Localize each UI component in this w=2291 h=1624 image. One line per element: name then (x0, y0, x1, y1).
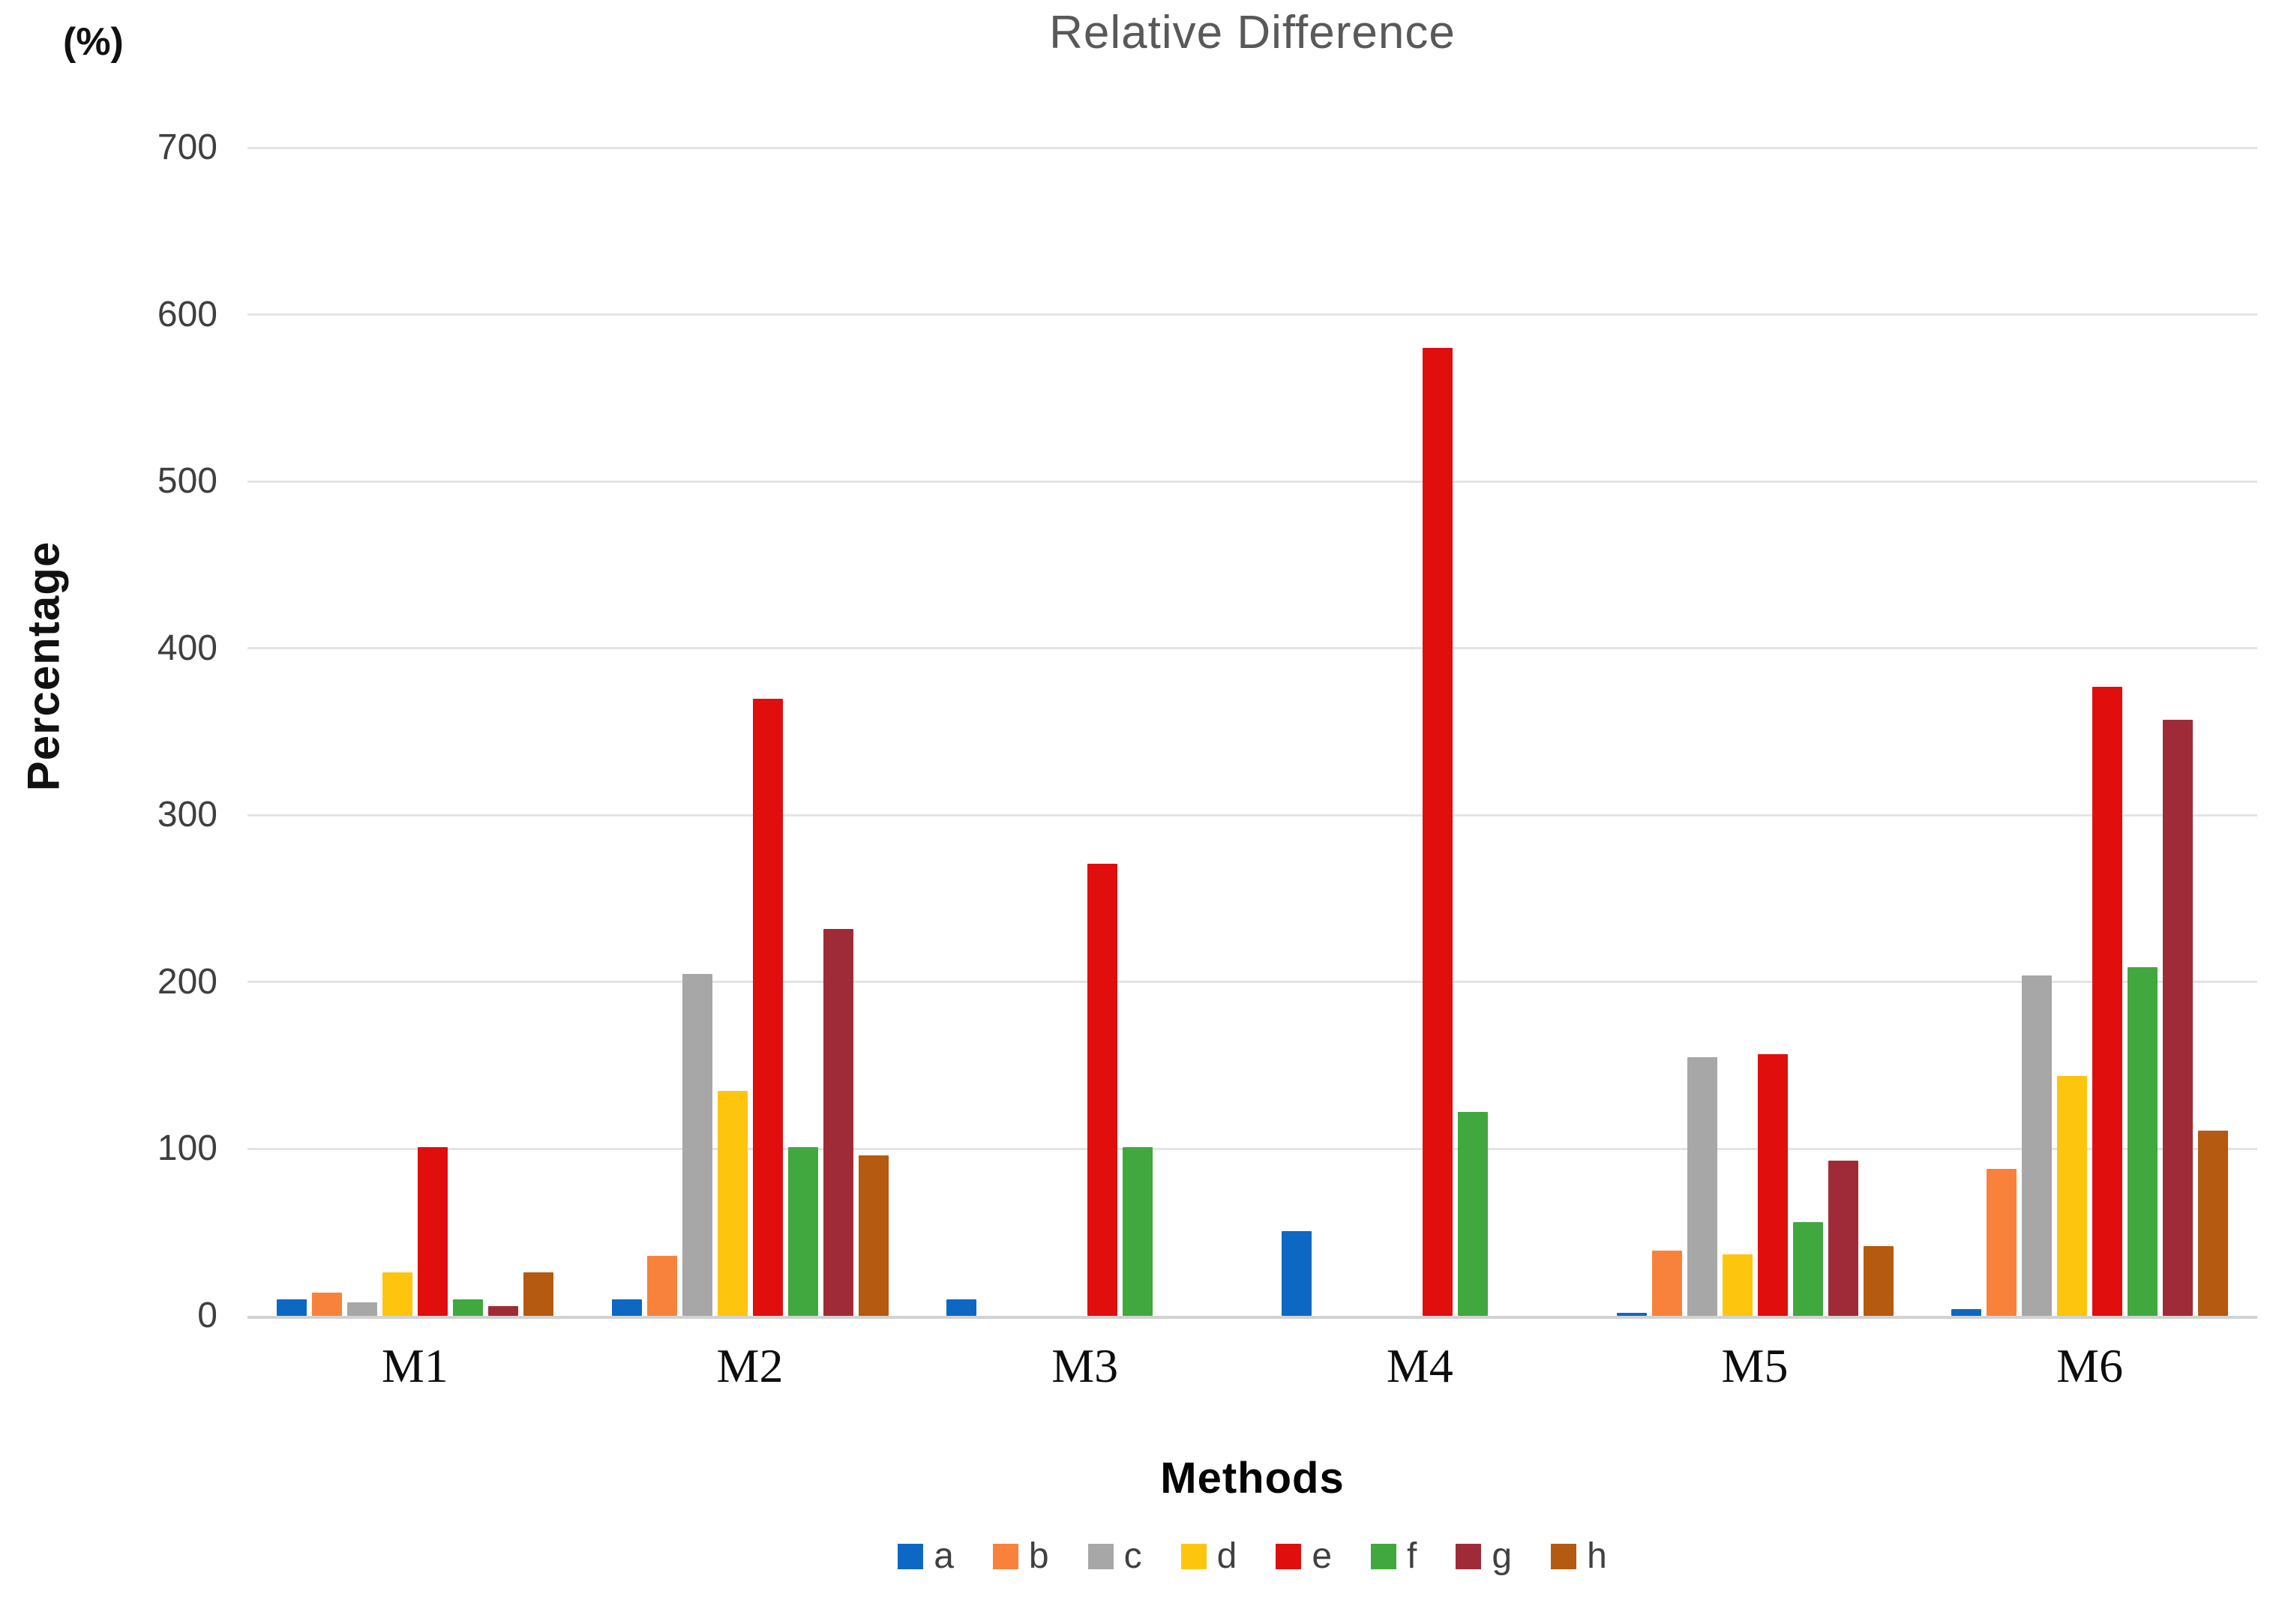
legend-item-a: a (898, 1536, 954, 1577)
bar-M3-f (1123, 1147, 1153, 1316)
bar-M5-c (1687, 1057, 1717, 1316)
legend-swatch-e (1276, 1543, 1302, 1569)
bar-M1-b (311, 1292, 342, 1316)
legend-label-b: b (1028, 1536, 1049, 1576)
y-tick-label: 500 (157, 461, 217, 502)
bar-M1-g (487, 1305, 518, 1316)
bar-M3-a (946, 1299, 977, 1316)
gridline (247, 1147, 2257, 1150)
bar-M5-g (1828, 1161, 1858, 1316)
legend-item-d: d (1180, 1536, 1237, 1577)
gridline (247, 146, 2257, 149)
legend-item-e: e (1276, 1536, 1332, 1577)
plot-area (247, 146, 2257, 1319)
bar-M6-h (2198, 1130, 2229, 1316)
y-tick-label: 600 (157, 294, 217, 334)
gridline (247, 813, 2257, 816)
gridline (247, 313, 2257, 316)
legend-swatch-a (898, 1543, 924, 1569)
bar-M2-a (611, 1299, 642, 1316)
legend-swatch-f (1371, 1543, 1397, 1569)
x-axis-title: Methods (1160, 1454, 1345, 1503)
legend-item-h: h (1551, 1536, 1607, 1577)
bar-M2-c (682, 973, 712, 1316)
bar-M4-e (1422, 348, 1453, 1316)
x-tick-label-M3: M3 (1051, 1339, 1119, 1392)
bar-M1-d (382, 1272, 412, 1316)
legend-label-f: f (1407, 1536, 1417, 1576)
legend-swatch-g (1456, 1543, 1482, 1569)
y-tick-label: 700 (157, 127, 217, 167)
legend-label-d: d (1216, 1536, 1237, 1576)
y-tick-label: 400 (157, 628, 217, 668)
y-axis-unit-label: (%) (63, 20, 124, 64)
chart-title: Relative Difference (1049, 7, 1456, 58)
bar-M6-g (2163, 720, 2194, 1316)
bar-M5-h (1863, 1245, 1894, 1316)
legend-item-b: b (992, 1536, 1049, 1577)
x-tick-label-M6: M6 (2056, 1339, 2124, 1392)
bar-M3-e (1087, 863, 1118, 1316)
gridline (247, 981, 2257, 984)
x-tick-label-M4: M4 (1386, 1339, 1453, 1392)
bar-M6-f (2128, 966, 2158, 1316)
legend-swatch-d (1180, 1543, 1207, 1569)
gridline (247, 480, 2257, 483)
legend-label-e: e (1312, 1536, 1333, 1576)
bar-M2-g (823, 928, 853, 1316)
legend-swatch-c (1087, 1543, 1114, 1569)
bar-M2-e (752, 698, 783, 1316)
legend-item-g: g (1456, 1536, 1512, 1577)
legend-item-c: c (1087, 1536, 1142, 1577)
bar-M1-h (523, 1272, 553, 1316)
bar-M6-c (2022, 975, 2053, 1316)
bar-M5-e (1757, 1053, 1788, 1316)
legend-swatch-b (992, 1543, 1018, 1569)
legend-label-c: c (1123, 1536, 1142, 1576)
x-tick-label-M1: M1 (381, 1339, 448, 1392)
legend-label-a: a (934, 1536, 954, 1576)
bar-M5-d (1722, 1254, 1753, 1316)
legend-item-f: f (1371, 1536, 1417, 1577)
bar-M6-d (2057, 1075, 2088, 1316)
y-axis-title: Percentage (18, 541, 69, 792)
legend-label-g: g (1492, 1536, 1513, 1576)
legend-label-h: h (1587, 1536, 1607, 1576)
bar-M1-f (452, 1299, 483, 1316)
y-tick-label: 200 (157, 961, 217, 1002)
bar-M5-f (1792, 1222, 1823, 1316)
bar-M2-b (646, 1255, 677, 1316)
bar-M4-f (1457, 1112, 1488, 1316)
bar-M2-d (717, 1090, 748, 1316)
bar-M6-a (1951, 1309, 1982, 1316)
gridline (247, 647, 2257, 650)
bar-M1-c (346, 1302, 377, 1316)
y-tick-label: 0 (197, 1296, 217, 1335)
bar-M4-a (1281, 1230, 1312, 1316)
bar-M1-a (276, 1299, 307, 1316)
bar-M6-e (2092, 686, 2123, 1316)
bar-M2-h (858, 1155, 889, 1316)
y-tick-label: 100 (157, 1128, 217, 1169)
bar-M5-a (1616, 1312, 1647, 1316)
x-tick-label-M5: M5 (1721, 1339, 1789, 1392)
bar-M5-b (1651, 1251, 1682, 1316)
x-tick-label-M2: M2 (716, 1339, 784, 1392)
bar-M2-f (787, 1147, 818, 1316)
legend-swatch-h (1551, 1543, 1577, 1569)
bar-M6-b (1987, 1169, 2017, 1316)
legend: a b c d e f g h (247, 1536, 2257, 1577)
bar-M1-e (417, 1147, 448, 1316)
y-tick-label: 300 (157, 795, 217, 835)
